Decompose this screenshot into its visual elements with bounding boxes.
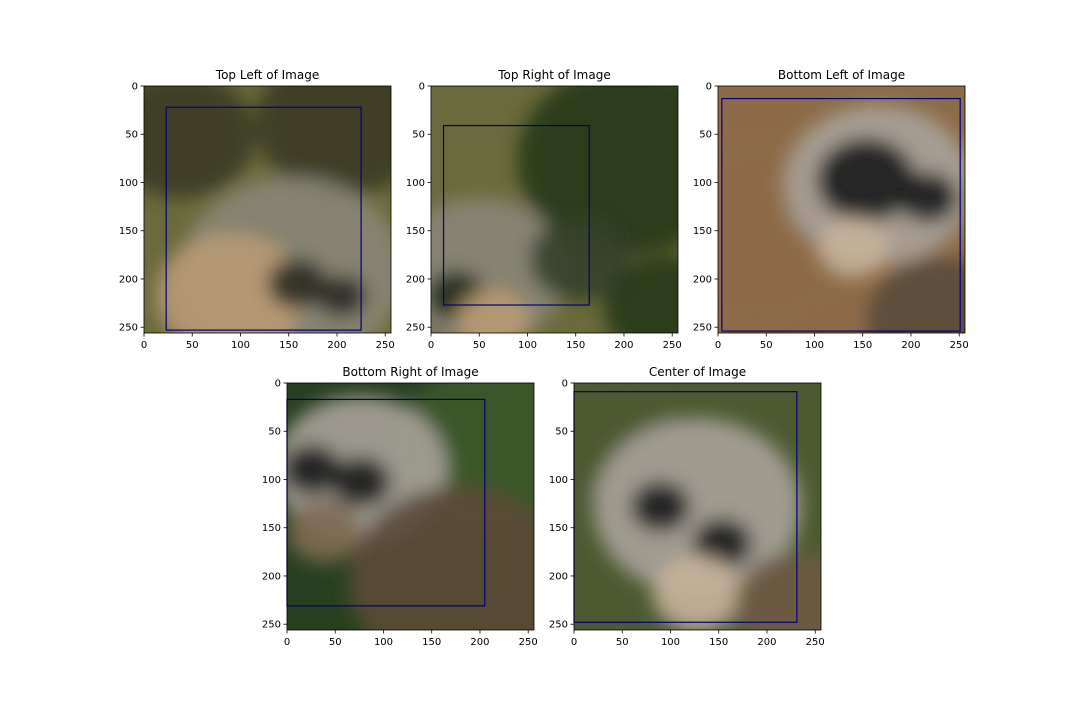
x-tick-label: 50 (473, 340, 486, 351)
x-tick-label: 50 (329, 637, 342, 648)
y-tick-label: 250 (549, 620, 568, 631)
axes-frame (143, 85, 392, 334)
x-tick-label: 200 (757, 637, 776, 648)
axes-frame (430, 85, 679, 334)
raccoon-photo (287, 383, 534, 630)
y-tick-label: 50 (555, 427, 568, 438)
y-tick-label: 200 (406, 274, 425, 285)
x-tick-label: 200 (614, 340, 633, 351)
y-tick-label: 200 (693, 274, 712, 285)
x-tick-label: 0 (284, 637, 290, 648)
x-tick-label: 250 (806, 637, 825, 648)
y-tick-label: 200 (262, 571, 281, 582)
x-tick-label: 150 (853, 340, 872, 351)
y-tick-label: 100 (406, 178, 425, 189)
x-tick-label: 150 (279, 340, 298, 351)
y-tick-label: 150 (549, 523, 568, 534)
x-tick-label: 150 (709, 637, 728, 648)
y-tick-label: 0 (562, 379, 568, 390)
x-tick-label: 100 (805, 340, 824, 351)
axes-frame (286, 382, 535, 631)
y-tick-label: 100 (693, 178, 712, 189)
subplot-title: Center of Image (649, 365, 746, 379)
y-tick-label: 250 (119, 323, 138, 334)
x-tick-label: 50 (760, 340, 773, 351)
y-tick-label: 50 (699, 130, 712, 141)
subplot-title: Bottom Left of Image (778, 68, 905, 82)
y-tick-label: 50 (268, 427, 281, 438)
y-tick-label: 150 (693, 226, 712, 237)
bounding-box (165, 106, 362, 331)
y-tick-label: 250 (693, 323, 712, 334)
y-tick-label: 250 (406, 323, 425, 334)
y-tick-label: 0 (275, 379, 281, 390)
raccoon-photo (574, 383, 821, 630)
x-tick-label: 0 (428, 340, 434, 351)
axes-frame (573, 382, 822, 631)
y-tick-label: 50 (412, 130, 425, 141)
raccoon-photo (144, 86, 391, 333)
x-tick-label: 50 (616, 637, 629, 648)
y-tick-label: 0 (419, 82, 425, 93)
x-tick-label: 200 (470, 637, 489, 648)
y-tick-label: 100 (549, 475, 568, 486)
x-tick-label: 50 (186, 340, 199, 351)
x-tick-label: 150 (422, 637, 441, 648)
x-tick-label: 250 (663, 340, 682, 351)
x-tick-label: 100 (374, 637, 393, 648)
x-tick-label: 150 (566, 340, 585, 351)
subplot-title: Top Left of Image (215, 68, 319, 82)
y-tick-label: 100 (119, 178, 138, 189)
x-tick-label: 200 (901, 340, 920, 351)
axes-frame (717, 85, 966, 334)
y-tick-label: 100 (262, 475, 281, 486)
x-tick-label: 200 (327, 340, 346, 351)
y-tick-label: 150 (119, 226, 138, 237)
x-tick-label: 100 (518, 340, 537, 351)
y-tick-label: 150 (262, 523, 281, 534)
y-tick-label: 0 (132, 82, 138, 93)
y-tick-label: 0 (706, 82, 712, 93)
y-tick-label: 150 (406, 226, 425, 237)
bounding-box (721, 97, 961, 332)
y-tick-label: 50 (125, 130, 138, 141)
x-tick-label: 100 (661, 637, 680, 648)
raccoon-photo (718, 86, 965, 333)
x-tick-label: 250 (950, 340, 969, 351)
y-tick-label: 200 (549, 571, 568, 582)
x-tick-label: 250 (519, 637, 538, 648)
x-tick-label: 250 (376, 340, 395, 351)
x-tick-label: 0 (571, 637, 577, 648)
subplot-title: Bottom Right of Image (342, 365, 478, 379)
x-tick-label: 0 (141, 340, 147, 351)
y-tick-label: 250 (262, 620, 281, 631)
bounding-box (442, 124, 590, 306)
subplot-title: Top Right of Image (497, 68, 610, 82)
raccoon-photo (431, 86, 678, 333)
y-tick-label: 200 (119, 274, 138, 285)
x-tick-label: 100 (231, 340, 250, 351)
x-tick-label: 0 (715, 340, 721, 351)
